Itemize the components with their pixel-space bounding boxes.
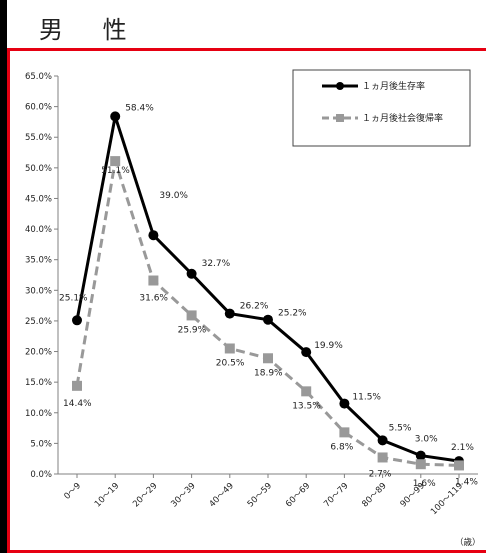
page-title: 男 性 [39, 16, 143, 44]
data-point [186, 268, 197, 279]
series-points [72, 111, 464, 471]
data-label: 31.6% [139, 294, 168, 304]
data-label: 13.5% [292, 401, 321, 411]
data-point [186, 310, 197, 321]
legend-marker [336, 82, 344, 90]
x-tick-label: 40〜49 [208, 481, 236, 509]
data-label: 3.0% [415, 435, 438, 445]
data-label: 20.5% [216, 358, 245, 368]
y-tick-label: 50.0% [25, 164, 52, 174]
y-tick-label: 25.0% [25, 317, 52, 327]
data-label: 26.2% [240, 302, 269, 312]
y-tick-label: 35.0% [25, 256, 52, 266]
y-tick-label: 55.0% [25, 133, 52, 143]
data-label: 2.7% [369, 469, 392, 479]
x-tick-label: 30〜39 [169, 481, 197, 509]
data-point [148, 275, 159, 286]
axes [54, 75, 478, 478]
data-point [263, 314, 273, 325]
x-tick-label: 80〜89 [360, 481, 388, 509]
data-label: 25.1% [59, 293, 88, 303]
data-point [454, 460, 464, 471]
x-tick-label: 10〜19 [93, 481, 121, 509]
data-label: 25.2% [278, 309, 307, 319]
y-tick-label: 30.0% [25, 286, 52, 296]
x-unit-label: （歳） [455, 537, 481, 548]
data-point [301, 347, 312, 358]
data-point [415, 459, 426, 470]
series-line-0 [75, 115, 460, 463]
legend-marker [336, 114, 344, 122]
y-tick-label: 5.0% [30, 439, 52, 449]
data-labels: 25.1% 58.4% 39.0% 32.7% 26.2% 25.2% 19.9% 11.5%… [59, 103, 478, 489]
data-point [301, 386, 312, 397]
y-tick-label: 10.0% [25, 409, 52, 419]
data-label: 58.4% [125, 103, 154, 113]
data-label: 39.0% [159, 191, 188, 201]
data-label: 6.8% [330, 442, 353, 452]
y-tick-label: 20.0% [25, 348, 52, 358]
data-label: 51.1% [101, 166, 130, 176]
data-label: 1.6% [413, 479, 436, 489]
data-label: 2.1% [451, 443, 474, 453]
y-tick-label: 60.0% [25, 103, 52, 113]
data-point [263, 353, 273, 364]
data-point [339, 427, 350, 438]
data-label: 25.9% [178, 325, 207, 335]
legend-label: １ヵ月後生存率 [362, 80, 425, 92]
left-accent-bar [0, 0, 7, 553]
legend-box [292, 69, 471, 147]
legend: １ヵ月後生存率 １ヵ月後社会復帰率 [292, 69, 471, 147]
data-point [72, 380, 82, 391]
data-label: 19.9% [314, 341, 343, 351]
data-point [224, 308, 235, 319]
x-tick-labels: 0〜9 10〜19 20〜29 30〜39 40〜49 50〜59 60〜69 70〜79 80… [62, 481, 465, 517]
data-point [377, 452, 388, 463]
data-label: 11.5% [352, 393, 381, 403]
data-point [110, 156, 121, 167]
x-tick-label: 20〜29 [131, 481, 159, 509]
data-point [224, 343, 235, 354]
y-tick-label: 40.0% [25, 225, 52, 235]
legend-label: １ヵ月後社会復帰率 [362, 112, 443, 124]
data-point [415, 450, 426, 461]
y-tick-label: 0.0% [30, 470, 52, 480]
header: 男 性 [7, 0, 486, 48]
series-lines [75, 115, 460, 467]
y-tick-label: 45.0% [25, 194, 52, 204]
x-tick-label: 60〜69 [284, 481, 312, 509]
y-tick-label: 65.0% [25, 72, 52, 82]
x-tick-label: 50〜59 [246, 481, 274, 509]
y-tick-label: 15.0% [25, 378, 52, 388]
y-tick-labels: 0.0% 5.0% 10.0% 15.0% 20.0% 25.0% 30.0% 35.0% 40… [25, 72, 52, 480]
data-point [72, 315, 82, 326]
x-tick-label: 70〜79 [322, 481, 350, 509]
data-point [339, 398, 350, 409]
data-label: 1.4% [455, 477, 478, 487]
data-point [377, 435, 388, 446]
data-point [148, 230, 159, 241]
data-label: 14.4% [63, 399, 92, 409]
data-label: 18.9% [254, 368, 283, 378]
series-line-1 [75, 160, 460, 467]
data-label: 5.5% [389, 423, 412, 433]
x-tick-label: 0〜9 [62, 481, 83, 502]
data-label: 32.7% [202, 259, 231, 269]
data-point [110, 111, 121, 122]
